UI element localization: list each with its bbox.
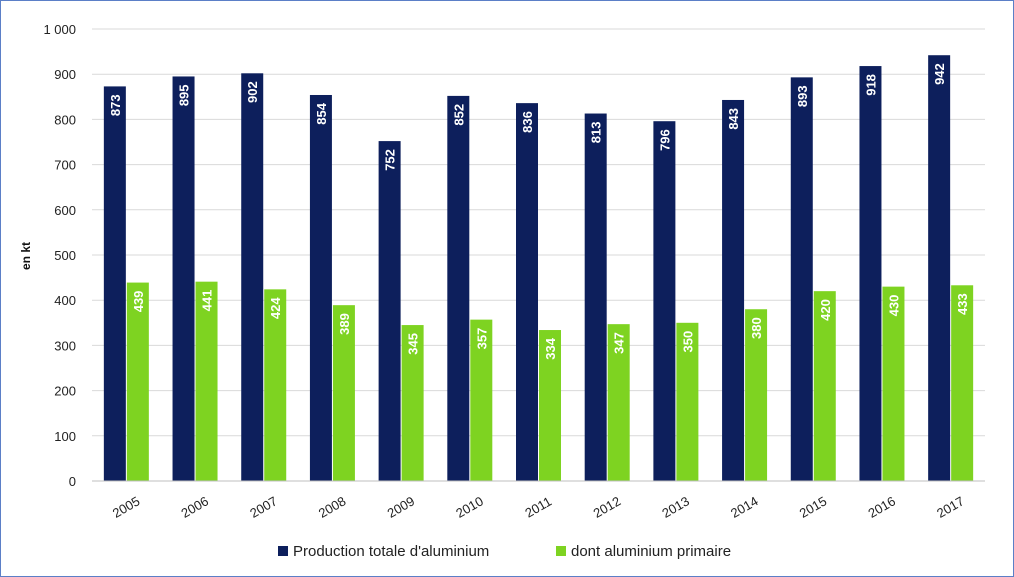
data-label: 347 [612, 332, 627, 354]
bar-total [447, 95, 470, 482]
data-label: 752 [383, 149, 398, 171]
x-axis-ticks: 2005 2006 2007 2008 2009 2010 2011 2012 2013 2014… [110, 493, 967, 520]
bar-total [859, 66, 882, 482]
bar-primary [264, 289, 287, 481]
y-tick-label: 0 [69, 474, 76, 489]
data-label: 439 [131, 291, 146, 313]
data-label: 813 [589, 122, 604, 144]
bar-total [172, 76, 195, 482]
bar-primary [676, 322, 699, 481]
x-tick-label: 2012 [591, 493, 624, 520]
bar-total [103, 86, 126, 482]
y-tick-label: 200 [54, 384, 76, 399]
y-tick-label: 100 [54, 429, 76, 444]
x-tick-label: 2014 [728, 493, 761, 520]
data-label: 836 [520, 111, 535, 133]
bar-primary [745, 309, 768, 481]
bar-total [653, 121, 676, 481]
data-label: 902 [245, 81, 260, 103]
data-label: 357 [474, 328, 489, 350]
x-tick-label: 2013 [659, 493, 692, 520]
data-label: 893 [795, 85, 810, 107]
data-label: 852 [451, 104, 466, 126]
x-tick-label: 2008 [316, 493, 349, 520]
data-label: 918 [863, 74, 878, 96]
bar-total [790, 77, 813, 481]
bar-primary [813, 291, 836, 481]
bar-primary [607, 324, 630, 481]
data-label: 854 [314, 102, 329, 124]
data-label: 334 [543, 337, 558, 359]
y-tick-label: 900 [54, 67, 76, 82]
data-label: 942 [932, 63, 947, 85]
bar-primary [539, 330, 561, 481]
bar-total [378, 141, 401, 481]
data-label: 441 [200, 290, 215, 312]
y-tick-label: 300 [54, 338, 76, 353]
data-label: 350 [680, 331, 695, 353]
bar-primary [126, 282, 149, 481]
y-tick-label: 700 [54, 158, 76, 173]
bar-total [241, 73, 264, 482]
data-label: 796 [657, 129, 672, 151]
data-label: 389 [337, 313, 352, 335]
y-tick-label: 800 [54, 112, 76, 127]
bars: 873 439 895 441 902 424 854 389 752 345 852 357 836 3… [103, 55, 974, 482]
bar-primary [470, 319, 493, 481]
legend-label: Production totale d'aluminium [293, 543, 489, 560]
x-tick-label: 2015 [797, 493, 830, 520]
bar-total [722, 99, 745, 482]
data-label: 345 [406, 333, 421, 355]
gridlines [92, 28, 985, 437]
legend-swatch [278, 546, 288, 556]
legend-label: dont aluminium primaire [571, 543, 731, 560]
x-tick-label: 2009 [385, 493, 418, 520]
bar-total [309, 94, 332, 481]
data-label: 380 [749, 317, 764, 339]
data-label: 895 [177, 84, 192, 106]
bar-total [584, 113, 607, 482]
bar-total [516, 103, 538, 482]
y-tick-label: 500 [54, 248, 76, 263]
y-axis-label: en kt [19, 242, 33, 270]
data-label: 430 [886, 295, 901, 317]
bar-primary [882, 286, 905, 481]
x-tick-label: 2007 [247, 493, 280, 520]
y-tick-label: 400 [54, 293, 76, 308]
x-tick-label: 2005 [110, 493, 143, 520]
bar-primary [951, 285, 974, 481]
data-label: 420 [818, 299, 833, 321]
x-tick-label: 2017 [934, 493, 967, 520]
data-label: 873 [108, 94, 123, 116]
legend: Production totale d'aluminium dont alumin… [278, 543, 731, 560]
x-tick-label: 2006 [179, 493, 212, 520]
x-tick-label: 2010 [453, 493, 486, 520]
x-tick-label: 2016 [865, 493, 898, 520]
data-label: 433 [955, 293, 970, 315]
bar-primary [332, 305, 355, 481]
bar-total [928, 55, 951, 481]
y-axis-ticks: 0 100 200 300 400 500 600 700 800 900 1 000 [43, 22, 76, 489]
data-label: 843 [726, 108, 741, 130]
bar-primary [401, 325, 424, 481]
y-tick-label: 600 [54, 203, 76, 218]
data-label: 424 [268, 297, 283, 319]
bar-primary [195, 281, 218, 481]
legend-swatch [556, 546, 566, 556]
y-tick-label: 1 000 [43, 22, 76, 37]
x-tick-label: 2011 [522, 494, 554, 521]
